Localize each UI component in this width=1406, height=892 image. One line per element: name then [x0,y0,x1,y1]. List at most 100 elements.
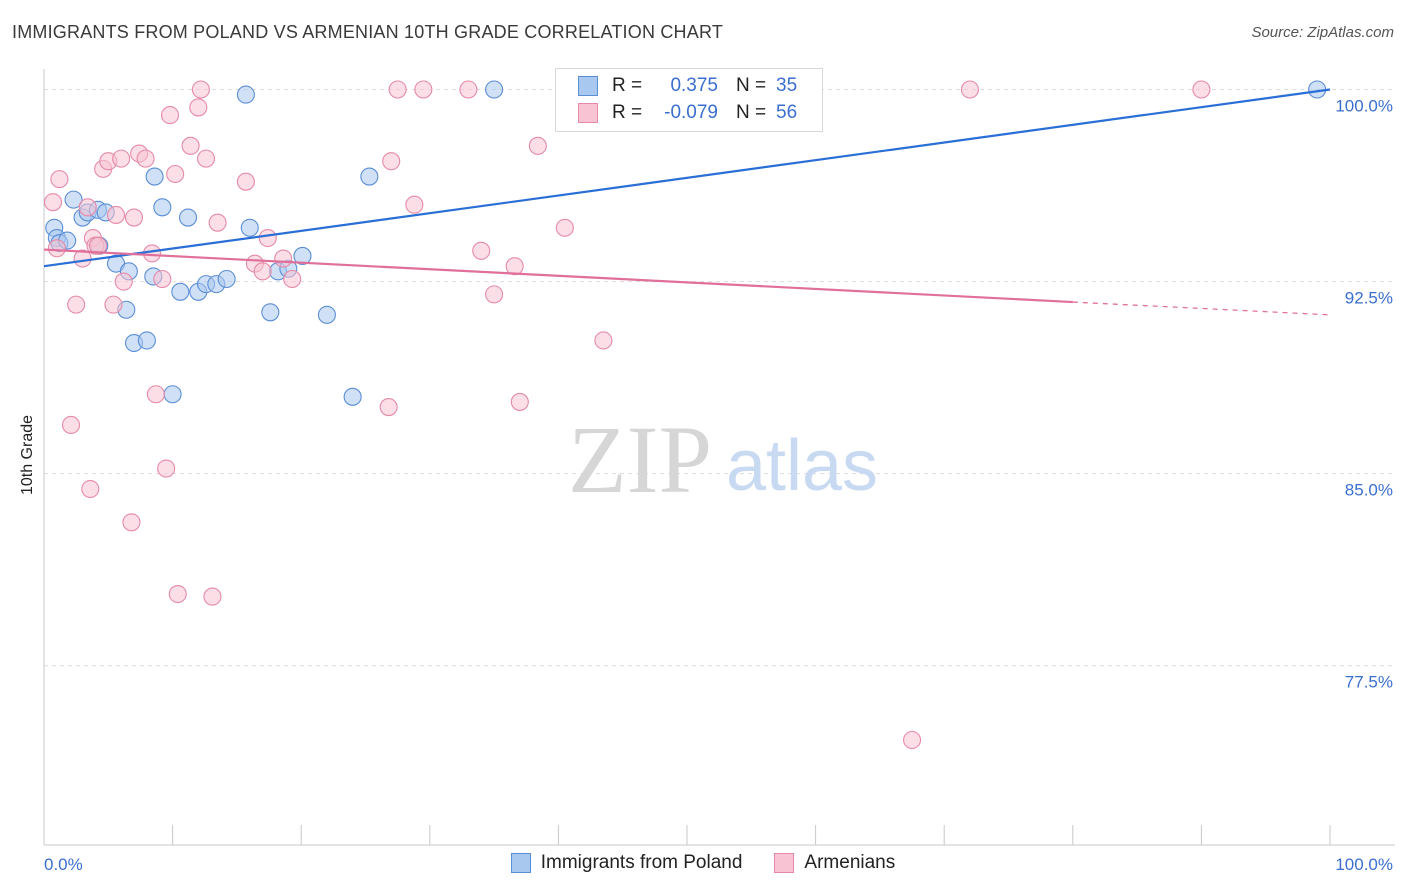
armenians-point [166,164,185,184]
legend-label-poland: Immigrants from Poland [540,852,743,873]
armenians-point [258,228,277,248]
axes [43,69,1395,846]
armenians-point [73,249,92,268]
armenians-point [274,249,293,268]
trend-line-armenians [43,248,1073,304]
armenians-point [88,236,108,255]
poland-point [163,385,182,404]
armenians-point [81,479,100,499]
armenians-point [505,257,524,276]
legend-item-poland[interactable]: Immigrants from Poland [510,852,743,874]
legend-swatch-poland [578,76,598,96]
tick-labels: 77.5% 85.0% 92.5% 100.0% 0.0% 100.0% [44,96,1393,874]
legend-swatch-armenians [774,853,795,873]
armenians-point [106,205,126,225]
armenians-point [61,415,81,435]
armenians-point [104,295,123,314]
trend-line-armenians-extension [1072,301,1331,316]
armenians-point [50,170,69,189]
armenians-point [153,269,172,289]
armenians-point [196,149,216,168]
trend-line-poland [43,88,1331,268]
poland-point [217,269,236,289]
y-tick-label: 77.5% [1345,673,1393,692]
armenians-point [43,193,63,212]
armenians-point [253,262,272,281]
poland-point [240,218,259,237]
armenians-point [136,149,155,168]
legend-label-armenians: Armenians [804,852,896,873]
armenians-point [283,269,302,289]
armenians-point [555,218,574,237]
watermark-zip: ZIP [568,406,712,513]
armenians-point [124,208,144,227]
legend-n-label: N = [736,75,767,96]
source-label: Source: ZipAtlas.com [1251,24,1394,41]
watermark-atlas: atlas [726,426,878,506]
armenians-point [191,80,210,99]
armenians-point [181,136,200,155]
armenians-point [594,331,613,350]
poland-point [178,208,198,227]
poland-point [317,305,336,324]
legend-item-armenians[interactable]: Armenians [774,852,895,874]
armenians-point [414,80,433,99]
trend-lines [43,88,1331,316]
armenians-point [112,149,131,168]
poland-point [360,167,379,186]
poland-point [293,246,312,266]
legend-r-label: R = [612,75,643,96]
legend-swatch-poland [510,853,531,873]
legend-n-label: N = [736,102,767,123]
legend-n-value: 56 [776,102,798,123]
armenians-point [510,392,529,411]
stats-legend: R = 0.375 N = 35 R = -0.079 N = 56 [555,68,823,132]
armenians-point [146,385,165,404]
poland-point [137,331,156,350]
armenians-point [78,198,97,217]
armenians-point [189,98,208,117]
series-armenians-points [43,80,1211,750]
chart-title: IMMIGRANTS FROM POLAND VS ARMENIAN 10TH … [12,22,724,42]
armenians-point [208,213,227,232]
armenians-point [382,152,401,171]
poland-point [261,303,280,322]
armenians-point [142,244,162,263]
armenians-point [960,80,979,99]
armenians-point [67,295,86,314]
poland-point [145,167,164,186]
legend-row-poland: R = 0.375 N = 35 [578,74,797,98]
series-legend: Immigrants from Poland Armenians [0,852,1406,874]
armenians-point [379,398,398,417]
armenians-point [114,272,133,291]
armenians-point [122,513,141,532]
poland-point [171,282,190,301]
legend-r-value: 0.375 [670,75,718,96]
poland-point [153,198,172,217]
poland-point [343,387,362,406]
x-tick-label-min: 0.0% [44,855,83,874]
y-tick-label: 92.5% [1345,289,1393,308]
armenians-point [236,172,255,191]
armenians-point [160,106,180,125]
armenians-point [459,80,478,99]
armenians-point [902,730,922,750]
armenians-point [528,136,547,155]
armenians-point [157,459,176,478]
armenians-point [405,195,424,214]
legend-row-armenians: R = -0.079 N = 56 [578,101,797,125]
y-tick-label: 100.0% [1335,96,1393,115]
y-tick-label: 85.0% [1345,481,1393,500]
poland-point [236,85,255,104]
legend-swatch-armenians [578,103,598,123]
armenians-point [1192,80,1211,99]
legend-r-label: R = [612,102,643,123]
poland-point [64,190,83,209]
armenians-point [203,587,222,606]
armenians-point [472,241,491,260]
armenians-point [485,285,504,304]
armenians-point [388,80,407,99]
x-tick-label-max: 100.0% [1335,855,1393,874]
poland-point [485,80,504,99]
